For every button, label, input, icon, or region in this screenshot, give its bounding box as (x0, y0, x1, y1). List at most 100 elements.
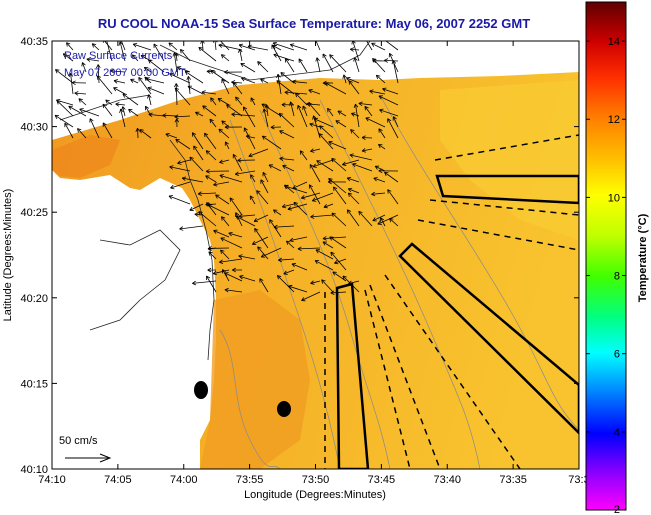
current-vector (269, 219, 282, 238)
current-vector-head (140, 55, 144, 59)
current-vector (377, 214, 399, 225)
current-vector-head (287, 208, 292, 211)
current-vector-head (63, 53, 68, 55)
current-vector (218, 44, 243, 51)
current-vector-head (217, 98, 221, 103)
current-vector-head (86, 57, 91, 60)
current-vector (315, 249, 334, 260)
current-vector-head (288, 285, 292, 290)
x-tick-label: 74:05 (104, 474, 132, 486)
current-vector-head (323, 204, 327, 208)
current-vector (350, 129, 360, 139)
current-vector (217, 98, 230, 106)
current-vector-head (342, 161, 346, 165)
current-vector (273, 209, 282, 216)
buoy-marker-east[interactable] (277, 401, 291, 417)
current-vector-head (319, 125, 322, 130)
current-vector-head (329, 54, 334, 57)
current-vector-head (363, 34, 366, 36)
current-vector (235, 212, 243, 227)
current-vector-head (310, 148, 314, 152)
current-vector-head (378, 170, 383, 174)
current-vector-head (189, 157, 192, 162)
current-vector (348, 80, 360, 95)
current-vector-head (347, 192, 350, 197)
current-vector (153, 43, 165, 62)
current-vector-head (392, 60, 397, 64)
current-vector-head (238, 43, 244, 46)
current-vector (297, 247, 321, 250)
current-vector-head (375, 75, 379, 80)
current-vector (334, 258, 347, 264)
current-vector-head (315, 249, 319, 254)
current-vector-head (174, 87, 177, 92)
current-vector (342, 159, 360, 166)
current-vector-head (270, 126, 275, 130)
buoy-marker-west[interactable] (194, 381, 208, 399)
current-vector-head (118, 41, 121, 46)
current-vector (180, 49, 191, 62)
y-tick-label: 40:30 (20, 122, 48, 134)
current-vector-head (207, 269, 212, 273)
current-vector-head (128, 109, 131, 114)
current-vector-head (120, 108, 124, 113)
current-vector (246, 135, 256, 139)
current-vector (79, 108, 100, 117)
current-vector (220, 41, 230, 51)
current-vector-head (91, 43, 94, 48)
current-vector-head (153, 43, 158, 47)
current-vector-head (284, 90, 289, 93)
current-vector (210, 69, 230, 84)
current-vector (74, 92, 87, 95)
current-vector-head (143, 67, 147, 72)
current-vector (330, 251, 347, 271)
current-vector-head (92, 43, 97, 46)
current-vector-head (219, 162, 224, 164)
current-vector-head (280, 72, 283, 77)
current-vector-head (224, 287, 229, 291)
current-vector-head (348, 192, 353, 195)
current-vector-head (270, 124, 275, 128)
current-vector-head (212, 41, 215, 43)
current-vector-head (346, 177, 351, 182)
current-vector-head (272, 42, 277, 47)
current-vector (271, 44, 282, 62)
current-vector-head (102, 41, 104, 43)
current-vector-head (282, 206, 287, 209)
current-vector-head (206, 70, 211, 74)
current-vector (133, 43, 152, 51)
current-vector-head (55, 69, 58, 74)
current-vector-head (314, 260, 318, 265)
current-vector (189, 156, 204, 172)
current-vector-head (197, 191, 202, 195)
current-vector (256, 190, 269, 205)
current-vector-head (233, 82, 235, 87)
current-vector (202, 105, 217, 117)
current-vector-head (330, 290, 335, 294)
current-vector (335, 120, 347, 128)
current-vector (263, 108, 269, 128)
current-vector-head (113, 87, 116, 92)
current-vector (322, 241, 334, 249)
current-vector (54, 114, 74, 128)
current-vector (260, 179, 269, 194)
current-vector (355, 104, 360, 128)
current-vector-head (347, 176, 352, 179)
current-vector (280, 72, 295, 84)
current-vector-head (271, 44, 276, 48)
current-vector-head (64, 122, 69, 126)
current-vector (283, 269, 295, 275)
current-vector (333, 186, 347, 205)
current-vector-head (79, 108, 84, 110)
current-vector-head (343, 74, 347, 78)
current-vector-head (331, 158, 336, 160)
current-vector (373, 177, 386, 183)
colorbar-tick-label: 4 (614, 427, 620, 439)
current-vector-head (177, 160, 181, 164)
current-vector-head (169, 73, 173, 78)
current-vector-head (308, 89, 312, 94)
current-vector (371, 192, 386, 195)
current-vector-head (378, 128, 383, 131)
current-vector-head (210, 97, 215, 100)
current-vector-head (231, 113, 236, 117)
